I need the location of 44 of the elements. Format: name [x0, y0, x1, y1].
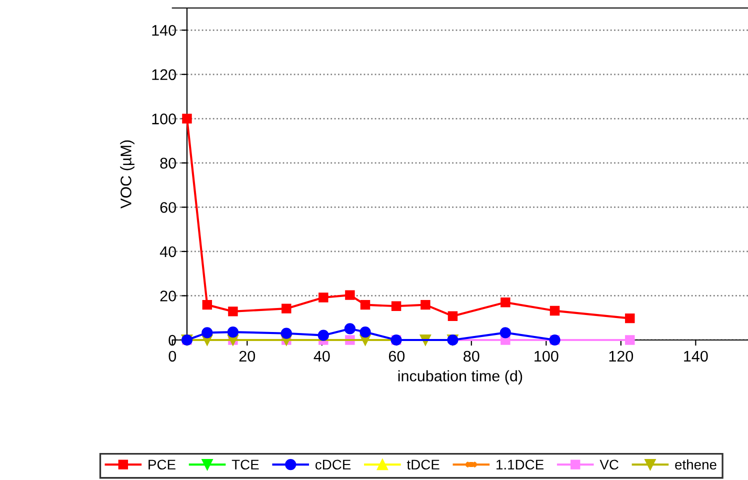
x-tick-label: 40 — [314, 350, 330, 362]
point — [345, 290, 355, 300]
point — [625, 335, 635, 345]
legend-label: PCE — [148, 460, 176, 470]
legend-label: 1.1DCE — [496, 460, 544, 470]
point — [448, 311, 458, 321]
point — [318, 292, 328, 302]
x-tick-label: 20 — [239, 350, 256, 362]
legend-label: TCE — [232, 460, 259, 470]
legend-label: cDCE — [316, 460, 351, 470]
legend-label: ethene — [675, 459, 716, 470]
point — [282, 304, 292, 314]
point — [500, 298, 510, 308]
x-tick-label: 60 — [388, 350, 405, 362]
point — [280, 328, 292, 339]
x-tick-label: 140 — [684, 350, 708, 362]
y-tick-label: 60 — [160, 202, 176, 213]
y-tick-label: 140 — [152, 25, 176, 36]
point — [550, 306, 560, 316]
point — [360, 326, 371, 338]
legend-label: VC — [600, 460, 618, 470]
y-tick-label: 80 — [160, 158, 176, 169]
point — [202, 327, 213, 338]
point — [227, 326, 239, 338]
y-tick-label: 40 — [160, 246, 176, 258]
point — [360, 300, 370, 310]
point — [625, 313, 635, 324]
point — [202, 300, 212, 310]
y-tick-label: 100 — [152, 114, 176, 124]
y-axis-title: VOC (µM) — [120, 140, 134, 208]
x-tick-label: 80 — [464, 350, 480, 362]
point — [228, 306, 238, 316]
point — [500, 327, 511, 338]
point — [420, 300, 430, 310]
y-tick-label: 120 — [152, 69, 176, 80]
point — [318, 330, 329, 341]
x-tick-label: 120 — [609, 350, 634, 362]
x-tick-label: 100 — [534, 350, 558, 362]
point — [344, 323, 356, 334]
point — [182, 114, 192, 124]
legend-label: tDCE — [406, 460, 440, 470]
y-tick-label: 20 — [160, 290, 176, 302]
x-axis-title: incubation time (d) — [398, 370, 522, 384]
point — [391, 301, 402, 311]
